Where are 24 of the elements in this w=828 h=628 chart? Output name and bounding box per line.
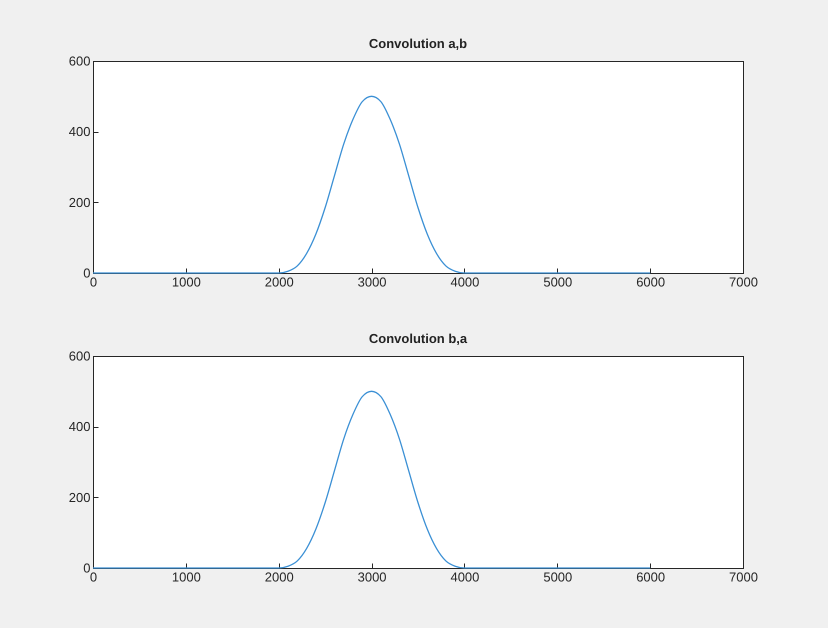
x-tick-label: 5000 [543,570,572,584]
x-tick-label: 1000 [172,274,201,290]
x-tick-label: 7000 [729,274,758,290]
x-tick-label: 4000 [450,274,480,290]
x-tick-label: 4000 [450,570,480,584]
x-tick-label: 2000 [264,274,294,290]
y-tick-label: 400 [68,124,90,140]
x-tick-label: 2000 [264,570,294,584]
y-tick-label: 400 [68,419,90,434]
x-tick-label: 5000 [543,274,572,290]
chart-title: Convolution a,b [368,36,468,51]
y-tick-label: 600 [68,348,90,364]
line-series [92,96,651,274]
y-tick-label: 200 [68,490,90,505]
chart-title: Convolution b,a [368,331,468,346]
x-tick-label: 6000 [636,570,666,584]
x-tick-label: 6000 [636,274,666,290]
x-tick-label: 1000 [172,570,201,584]
x-tick-label: 7000 [729,570,758,584]
x-tick-label: 3000 [358,274,387,290]
x-tick-label: 3000 [358,570,387,584]
line-series [92,390,651,569]
y-tick-label: 200 [68,194,90,210]
y-tick-label: 600 [68,54,90,68]
